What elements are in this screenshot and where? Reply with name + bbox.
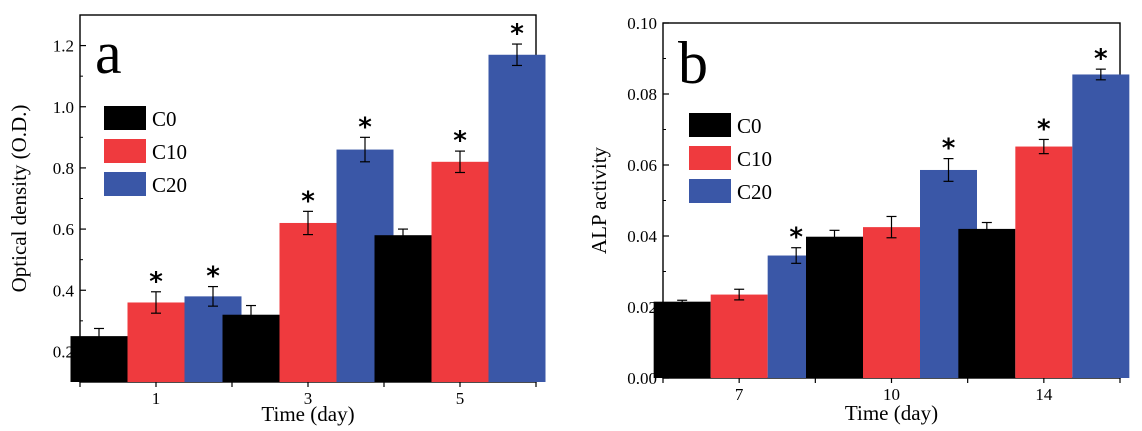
legend-swatch-C0 (104, 106, 146, 130)
y-tick-label: 1.0 (53, 98, 74, 117)
bar-C20-5 (488, 54, 546, 383)
x-tick-label: 3 (304, 389, 313, 408)
legend-swatch-C20 (689, 179, 731, 203)
y-axis-title: Optical density (O.D.) (7, 105, 31, 293)
bar-C20-14 (1072, 74, 1130, 378)
chart-panel-a: 0.2 0.4 0.6 0.8 1.0 1.2 * * 1 * * 3 * * 5 Time (day) Opt… (7, 14, 546, 426)
legend: C0 C10 C20 (689, 113, 772, 204)
legend-label-C0: C0 (737, 114, 762, 138)
bar-C0-7 (653, 301, 711, 378)
legend: C0 C10 C20 (104, 106, 187, 197)
panel-letter: b (678, 30, 708, 96)
chart-panel-b: 0.00 0.02 0.04 0.06 0.08 0.10 * 7 * 10 * * 14 Time (d… (587, 14, 1130, 425)
legend-label-C20: C20 (737, 180, 772, 204)
legend-label-C0: C0 (152, 107, 177, 131)
legend-label-C10: C10 (152, 140, 187, 164)
significance-star: * (149, 267, 163, 297)
bar-C10-7 (710, 294, 768, 378)
y-tick-label: 0.04 (627, 227, 657, 246)
legend-swatch-C10 (104, 139, 146, 163)
bar-C0-14 (958, 228, 1016, 378)
bar-C10-5 (431, 161, 489, 382)
legend-swatch-C0 (689, 113, 731, 137)
significance-star: * (510, 19, 524, 49)
y-tick-label: 0.08 (627, 85, 657, 104)
x-tick-label: 1 (152, 389, 161, 408)
y-tick-label: 0.02 (627, 298, 657, 317)
y-tick-label: 0.6 (53, 220, 74, 239)
significance-star: * (301, 186, 315, 216)
legend-label-C10: C10 (737, 147, 772, 171)
bar-C0-5 (374, 235, 432, 382)
significance-star: * (206, 262, 220, 292)
significance-star: * (453, 126, 467, 156)
y-tick-label: 0.4 (53, 281, 75, 300)
y-tick-label: 1.2 (53, 37, 74, 56)
bar-C10-1 (127, 302, 185, 382)
x-tick-label: 10 (883, 385, 900, 404)
y-tick-label: 0.00 (627, 369, 657, 388)
y-axis-title: ALP activity (587, 146, 611, 254)
bar-C0-10 (806, 236, 863, 378)
x-axis-title: Time (day) (845, 401, 938, 425)
bar-C10-14 (1015, 146, 1073, 378)
significance-star: * (1037, 114, 1051, 144)
legend-label-C20: C20 (152, 173, 187, 197)
significance-star: * (358, 112, 372, 142)
y-tick-label: 0.10 (627, 14, 657, 33)
panel-letter: a (95, 20, 122, 86)
x-tick-label: 7 (735, 385, 744, 404)
legend-swatch-C20 (104, 172, 146, 196)
x-tick-label: 5 (456, 389, 465, 408)
bar-C0-3 (222, 314, 280, 382)
significance-star: * (789, 223, 803, 253)
y-tick-label: 0.2 (53, 342, 74, 361)
x-axis-title: Time (day) (261, 402, 354, 426)
x-tick-label: 14 (1035, 385, 1053, 404)
bar-C10-3 (279, 222, 337, 382)
bar-C10-10 (863, 227, 920, 378)
y-tick-label: 0.8 (53, 159, 74, 178)
legend-swatch-C10 (689, 146, 731, 170)
significance-star: * (1094, 44, 1108, 74)
significance-star: * (942, 134, 956, 164)
y-tick-label: 0.06 (627, 156, 657, 175)
